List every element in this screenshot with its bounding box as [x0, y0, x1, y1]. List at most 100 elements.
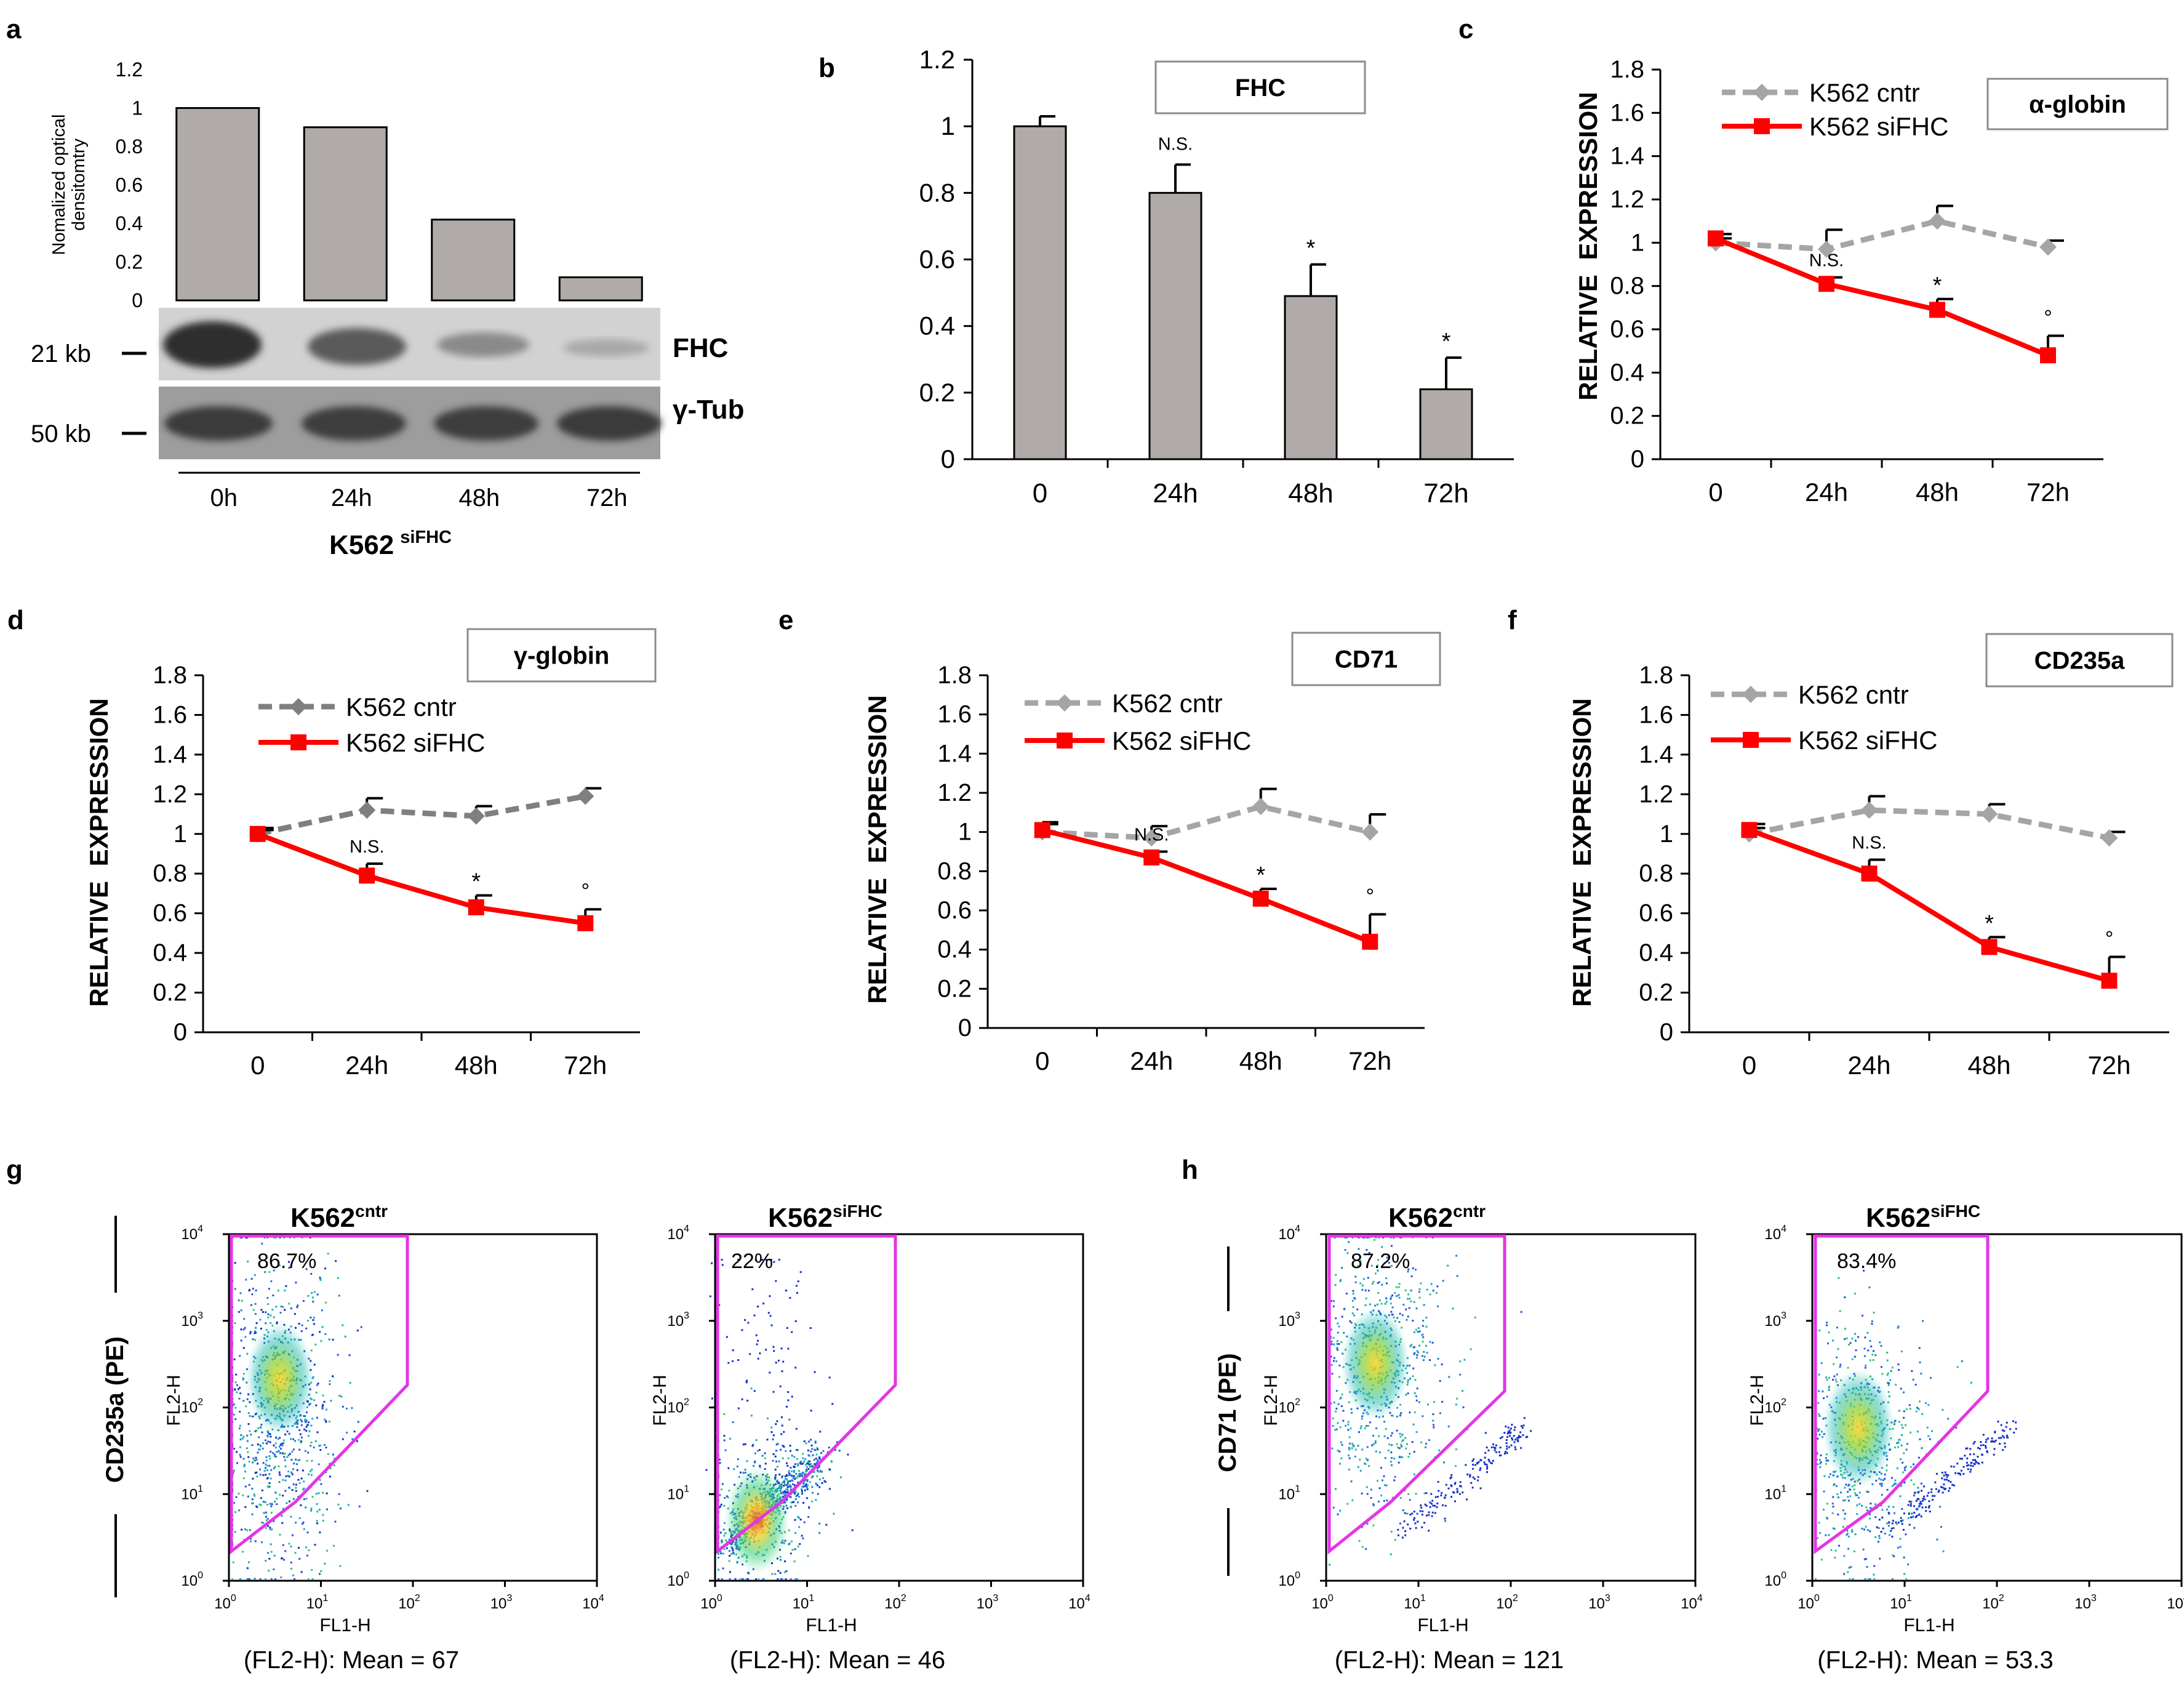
flow-dot [1887, 1384, 1890, 1386]
flow-dot [270, 1505, 273, 1507]
flow-dot [825, 1523, 828, 1526]
flow-dot [248, 1460, 250, 1463]
flow-dot [306, 1554, 308, 1557]
flow-dot [802, 1483, 805, 1485]
flow-dot [1390, 1434, 1393, 1437]
flow-dot [1863, 1528, 1865, 1531]
flow-dot [1334, 1284, 1337, 1286]
flow-dot [1910, 1501, 1913, 1503]
flow-dot [290, 1438, 292, 1440]
flow-dot [1384, 1303, 1386, 1305]
flow-dot [294, 1578, 295, 1580]
flow-dot [1856, 1513, 1858, 1515]
flow-ytick-label-3: 103 [1278, 1311, 1300, 1330]
flow-dot [270, 1256, 273, 1259]
flow-dot [1945, 1479, 1948, 1481]
flow-dot [1873, 1311, 1875, 1314]
flow-plot-title-base: K562 [290, 1203, 355, 1233]
flow-dot [268, 1271, 271, 1273]
flow-dot [240, 1339, 242, 1342]
flow-dot [1391, 1432, 1393, 1434]
flow-dot [1822, 1508, 1825, 1511]
flow-dot [284, 1453, 286, 1455]
flow-dot [1345, 1424, 1346, 1427]
flow-dot [347, 1504, 350, 1506]
flow-dot [311, 1496, 314, 1498]
flow-dot [1898, 1421, 1900, 1423]
flow-dot [732, 1360, 734, 1362]
flow-dot [1330, 1364, 1333, 1366]
flow-dot [1353, 1314, 1355, 1317]
flow-dot [278, 1264, 281, 1267]
flow-dot [1865, 1525, 1867, 1528]
flow-dot [1420, 1504, 1422, 1506]
flow-dot [316, 1416, 318, 1419]
flow-dot [302, 1488, 304, 1491]
flow-dot [277, 1450, 279, 1453]
f-cntr-line [1748, 807, 2110, 841]
flow-dot [273, 1467, 275, 1469]
flow-dot [1365, 1424, 1367, 1427]
flow-dot [1337, 1513, 1339, 1515]
flow-dot [310, 1445, 312, 1447]
flow-dot [1916, 1407, 1918, 1409]
flow-dot [1947, 1474, 1950, 1477]
flow-dot [1380, 1467, 1382, 1469]
flow-dot [1837, 1496, 1839, 1498]
flow-dot [310, 1424, 313, 1427]
flow-dot [324, 1443, 326, 1446]
flow-dot [1825, 1463, 1827, 1465]
flow-ytick-label-1: 101 [1278, 1483, 1300, 1503]
flow-dot [284, 1479, 287, 1482]
d-xtick-label-48h: 48h [455, 1051, 498, 1080]
flow-dot [818, 1456, 821, 1458]
flow-dot [1920, 1503, 1922, 1505]
flow-dot [279, 1473, 281, 1475]
flow-dot [817, 1459, 819, 1462]
flow-dot [1351, 1447, 1353, 1450]
lane-labels: 0h 24h 48h 72h [210, 484, 628, 512]
flow-dot [280, 1443, 282, 1445]
flow-dot [786, 1482, 789, 1485]
flow-dot [1905, 1424, 1906, 1426]
flow-xtick-exp-1: 1 [1420, 1593, 1426, 1604]
flow-xtick-exp-4: 4 [1697, 1593, 1703, 1604]
flow-dot [296, 1306, 298, 1309]
flow-dot [810, 1444, 813, 1447]
flow-dot [249, 1529, 251, 1531]
flow-dot [801, 1474, 803, 1477]
flow-dot [1930, 1491, 1932, 1493]
flow-dot [284, 1290, 286, 1292]
flow-dot [2003, 1436, 2005, 1439]
flow-dot [1404, 1437, 1407, 1439]
flow-dot [1918, 1490, 1920, 1493]
flow-dot [1851, 1358, 1854, 1360]
flow-dot [1354, 1275, 1357, 1278]
flow-dot [251, 1488, 254, 1490]
flow-dot [2001, 1435, 2004, 1437]
flow-dot [1406, 1443, 1408, 1445]
flow-dot [828, 1488, 831, 1490]
flow-xtick-base-4: 10 [2167, 1596, 2183, 1612]
flow-dot [1414, 1392, 1416, 1394]
d-ytick-label-6: 1.2 [153, 781, 187, 808]
flow-dot [1858, 1491, 1861, 1494]
flow-xlabel: FL1-H [1417, 1615, 1468, 1636]
flow-dot [1418, 1291, 1420, 1293]
flow-dot [312, 1319, 314, 1321]
flow-dot [1347, 1429, 1350, 1431]
flow-dot [805, 1464, 807, 1466]
flow-dot [764, 1457, 766, 1459]
flow-dot [1444, 1494, 1447, 1496]
flow-dot [1839, 1310, 1841, 1312]
flow-dot [1420, 1506, 1423, 1509]
flow-dot [744, 1469, 746, 1471]
flow-dot [269, 1528, 271, 1531]
flow-dot [1462, 1406, 1465, 1408]
flow-dot [1422, 1341, 1424, 1343]
f-xtick-label-72h: 72h [2087, 1051, 2130, 1080]
flow-dot [1337, 1403, 1340, 1405]
flow-dot [718, 1568, 719, 1571]
flow-dot [847, 1453, 849, 1456]
flow-dot [1905, 1533, 1907, 1536]
